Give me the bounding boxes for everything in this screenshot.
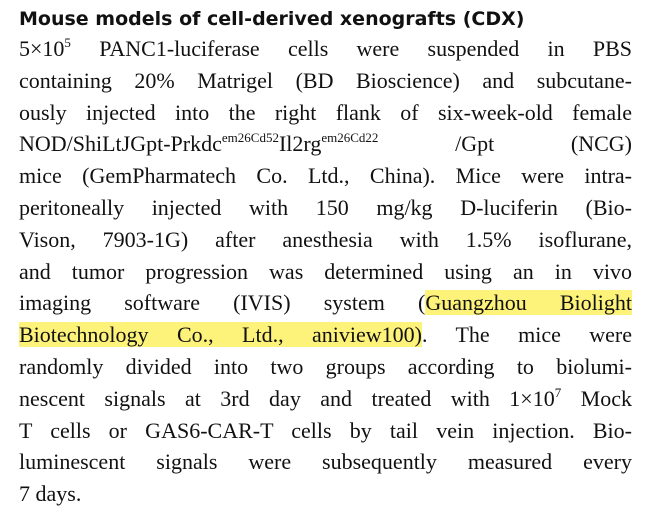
text-segment: NOD/ShiLtJGpt-Prkdc xyxy=(19,131,222,157)
text-segment: Il2rg xyxy=(278,131,322,157)
text-line: Biotechnology Co., Ltd., aniview100). Th… xyxy=(19,319,632,351)
text-line: T cells or GAS6-CAR-T cells by tail vein… xyxy=(19,417,632,443)
superscript: em26Cd22 xyxy=(321,130,379,146)
text-line: peritoneally injected with 150 mg/kg D-l… xyxy=(19,194,632,220)
section-heading: Mouse models of cell-derived xenografts … xyxy=(19,8,525,30)
text-segment: 5×10 xyxy=(19,36,65,61)
text-line: luminescent signals were subsequently me… xyxy=(19,449,632,475)
text-line: imaging software (IVIS) system (Guangzho… xyxy=(19,287,632,319)
text-segment: . The mice were xyxy=(421,322,632,348)
methods-paragraph: 5×105 PANC1-luciferase cells were suspen… xyxy=(19,33,632,510)
text-line: NOD/ShiLtJGpt-Prkdcem26Cd52Il2rgem26Cd22… xyxy=(19,128,632,160)
text-segment: nescent signals at 3rd day and treated w… xyxy=(19,385,555,411)
text-line: containing 20% Matrigel (BD Bioscience) … xyxy=(19,67,632,93)
highlighted-text: Guangzhou Biolight xyxy=(425,290,632,316)
text-line: 7 days. xyxy=(19,481,82,507)
text-line: Vison, 7903-1G) after anesthesia with 1.… xyxy=(19,226,632,252)
text-line: 5×105 PANC1-luciferase cells were suspen… xyxy=(19,33,632,65)
text-segment: Mock xyxy=(561,385,632,411)
highlighted-text: Biotechnology Co., Ltd., aniview100) xyxy=(19,322,422,348)
text-line: nescent signals at 3rd day and treated w… xyxy=(19,383,632,415)
text-line: ously injected into the right flank of s… xyxy=(19,99,632,125)
text-line: mice (GemPharmatech Co. Ltd., China). Mi… xyxy=(19,163,632,189)
superscript: 7 xyxy=(554,384,562,400)
text-line: and tumor progression was determined usi… xyxy=(19,258,632,284)
superscript: 5 xyxy=(64,35,71,50)
text-segment: imaging software (IVIS) system ( xyxy=(19,290,426,316)
cdx-methods-section: Mouse models of cell-derived xenografts … xyxy=(19,6,632,510)
text-segment: PANC1-luciferase cells were suspended in… xyxy=(70,36,632,61)
text-segment: /Gpt (NCG) xyxy=(378,131,632,157)
text-line: randomly divided into two groups accordi… xyxy=(19,353,632,379)
superscript: em26Cd52 xyxy=(221,130,279,146)
